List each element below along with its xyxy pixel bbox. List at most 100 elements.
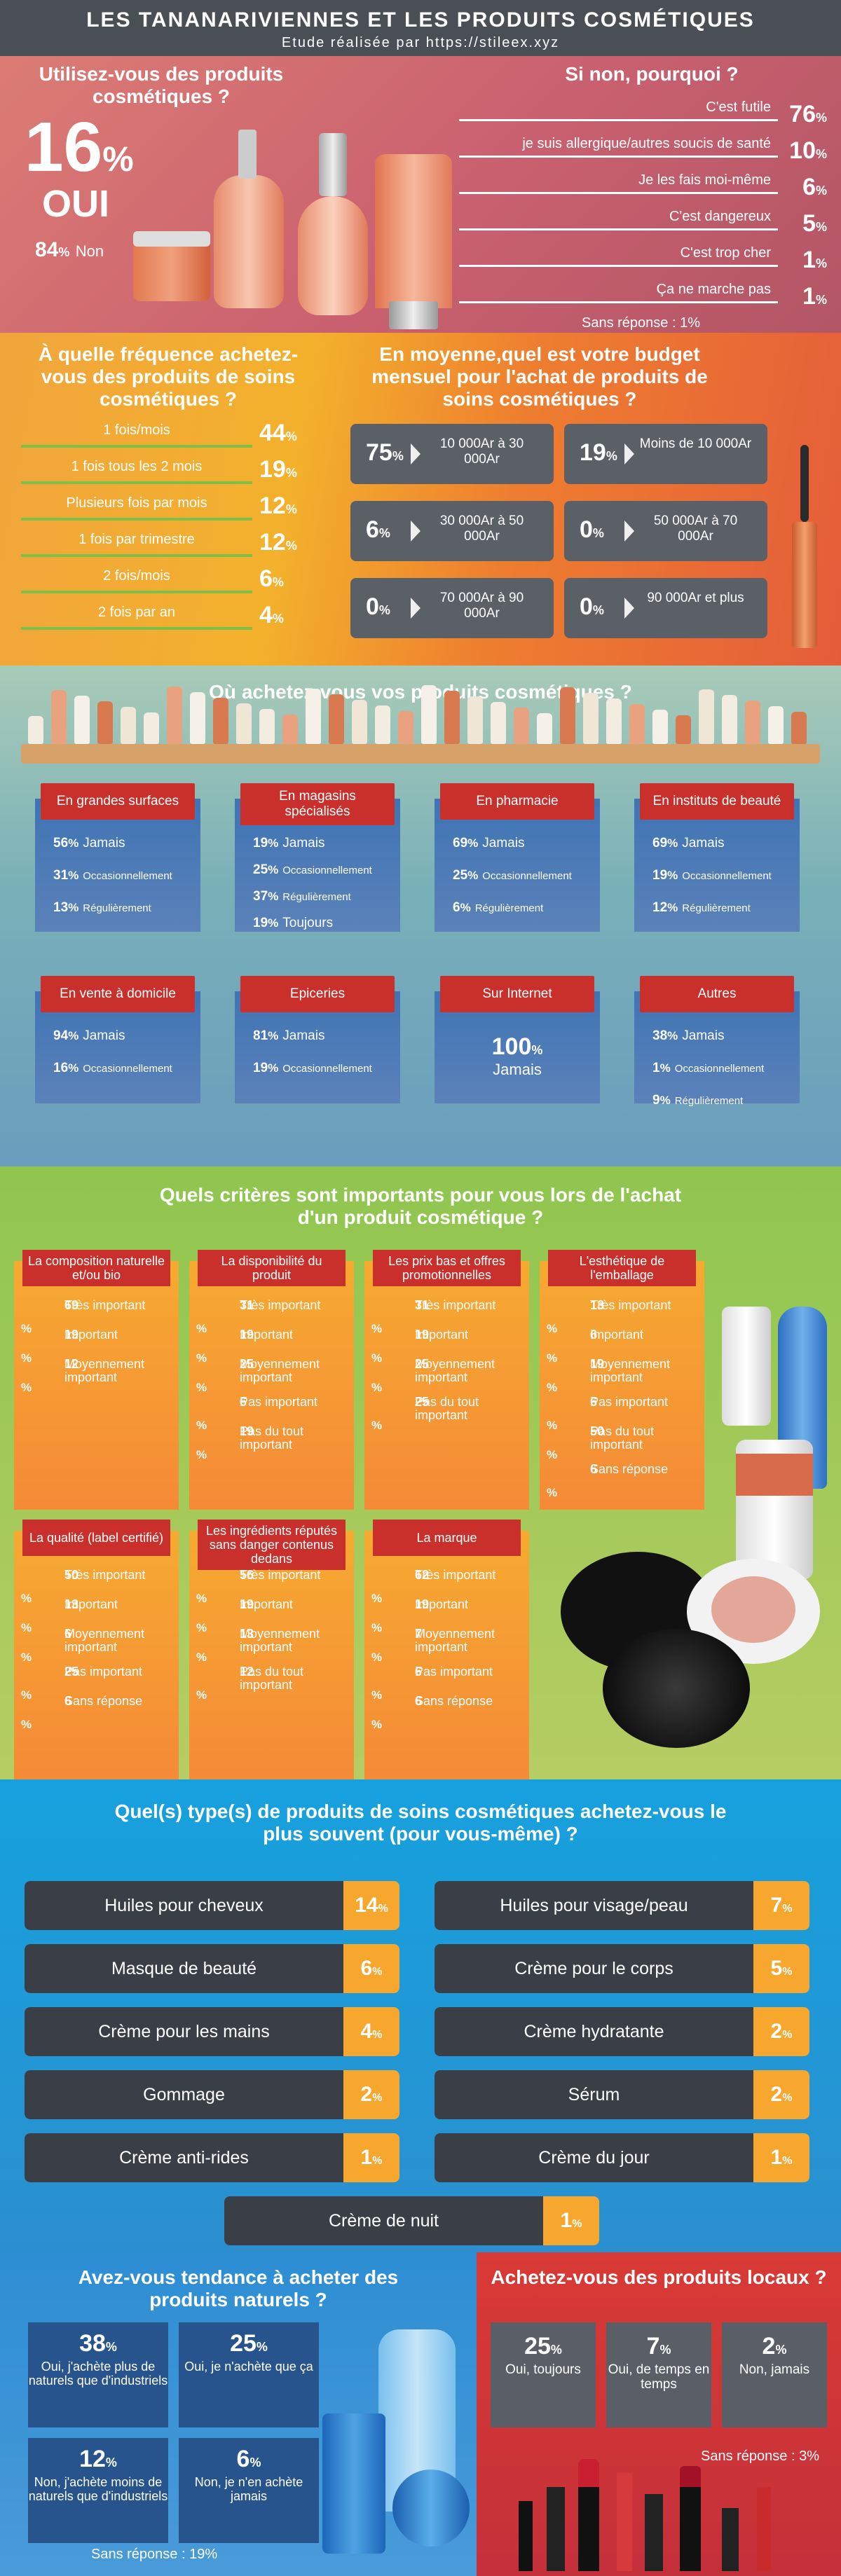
place-name: En pharmacie — [440, 783, 594, 820]
notch-icon — [743, 1896, 753, 1915]
bottle-icon — [375, 705, 390, 744]
place-stat: 19% Toujours — [253, 916, 334, 930]
place-stat: 25% Occasionnellement — [253, 862, 372, 877]
where-section: Où achetez-vous vos produits cosmétiques… — [0, 666, 841, 1166]
natural-no-answer: Sans réponse : 19% — [91, 2547, 218, 2562]
criteria-stat: 6% Sans réponse — [547, 1462, 669, 1500]
frequency-label: 2 fois/mois — [103, 568, 170, 584]
criteria-name: La disponibilité du produit — [198, 1250, 346, 1286]
criteria-stat: 19% Important — [371, 1597, 469, 1635]
mascara-illustration — [785, 445, 827, 648]
criteria-card: Les ingrédients réputés sans danger cont… — [189, 1520, 354, 1779]
makeup-illustration — [547, 1265, 827, 1769]
place-name: Epiceries — [240, 976, 395, 1012]
natural-card: 6% Non, je n'en achète jamais — [179, 2438, 319, 2543]
lipstick-illustration — [519, 2459, 785, 2571]
notch-icon — [743, 2023, 753, 2041]
place-stat: 16% Occasionnellement — [53, 1061, 172, 1075]
bottle-icon — [444, 691, 460, 744]
product-value: 7% — [753, 1881, 809, 1930]
criteria-stat: 25% Pas du tout important — [371, 1395, 479, 1433]
notch-icon — [333, 1959, 343, 1978]
why-not-label: C'est trop cher — [680, 245, 771, 261]
bottle-icon — [236, 703, 252, 744]
bottle-icon — [537, 713, 552, 744]
budget-range: 50 000Ar à 70 000Ar — [653, 514, 738, 544]
place-card: En instituts de beauté 69% Jamais 19% Occasi… — [634, 783, 800, 932]
why-not-line — [459, 228, 778, 230]
why-not-line — [459, 156, 778, 158]
place-card: Sur Internet 100% Jamais — [435, 976, 600, 1103]
bottle-icon — [51, 690, 67, 744]
product-label: Crème de nuit — [224, 2196, 543, 2245]
where-question: Où achetez-vous vos produits cosmétiques… — [209, 681, 632, 703]
bottle-icon — [768, 706, 784, 744]
budget-question: En moyenne,quel est votre budget mensuel… — [371, 343, 708, 410]
product-label: Huiles pour visage/peau — [435, 1881, 753, 1930]
why-not-value: 10% — [789, 137, 827, 164]
why-not-item: Ça ne marche pas 1% — [459, 282, 827, 312]
local-question: Achetez-vous des produits locaux ? — [491, 2266, 827, 2288]
criteria-stat: 19% Important — [21, 1328, 118, 1365]
criteria-stat: 62% Très important — [371, 1568, 496, 1606]
criteria-stat: 56% Très important — [196, 1568, 321, 1606]
place-stat: 81% Jamais — [253, 1028, 325, 1043]
bottle-icon — [421, 685, 437, 744]
budget-card: 75% 10 000Ar à 30 000Ar — [350, 424, 554, 484]
product-bar: Crème anti-rides 1% — [25, 2133, 399, 2182]
notch-icon — [743, 2086, 753, 2104]
criteria-stat: 50% Très important — [21, 1568, 146, 1606]
frequency-line — [21, 627, 252, 630]
why-not-label: Ça ne marche pas — [656, 282, 771, 297]
budget-value: 0% — [580, 516, 604, 543]
criteria-name: La composition naturelle et/ou bio — [22, 1250, 170, 1286]
criteria-question: Quels critères sont importants pour vous… — [159, 1184, 682, 1228]
place-card: Autres 38% Jamais 1% Occasionnellement 9% Régu… — [634, 976, 800, 1108]
bottle-icon — [467, 696, 483, 744]
place-stat: 38% Jamais — [652, 1028, 725, 1043]
yes-percentage: 16% — [25, 108, 134, 186]
bottle-icon — [144, 712, 159, 744]
criteria-name: Les ingrédients réputés sans danger cont… — [198, 1520, 346, 1570]
cosmetics-illustration — [126, 98, 456, 329]
criteria-card: La qualité (label certifié) 50% Très impor… — [14, 1520, 179, 1779]
budget-value: 19% — [580, 439, 617, 466]
criteria-stat: 13% Important — [21, 1597, 118, 1635]
bottle-icon — [629, 704, 645, 744]
bottle-icon — [560, 687, 575, 744]
criteria-stat: 19% Pas du tout important — [196, 1424, 304, 1462]
criteria-stat: 6% Pas important — [196, 1395, 318, 1433]
criteria-stat: 7% Moyennement important — [371, 1627, 495, 1665]
place-card: En pharmacie 69% Jamais 25% Occasionnellemen… — [435, 783, 600, 932]
budget-value: 6% — [366, 516, 390, 543]
header: LES TANANARIVIENNES ET LES PRODUITS COSM… — [0, 0, 841, 56]
frequency-item: 2 fois/mois 6% — [21, 565, 301, 593]
why-not-value: 1% — [802, 247, 827, 273]
why-not-label: Je les fais moi-même — [638, 172, 771, 188]
budget-value: 75% — [366, 439, 404, 466]
notch-icon — [743, 1959, 753, 1978]
usage-question: Utilisez-vous des produits cosmétiques ? — [39, 63, 284, 107]
notch-icon — [533, 2212, 543, 2230]
natural-local-section: Avez-vous tendance à acheter des produit… — [0, 2252, 841, 2576]
frequency-line — [21, 481, 252, 484]
notch-icon — [333, 2086, 343, 2104]
why-not-question: Si non, pourquoi ? — [565, 63, 739, 85]
budget-range: 90 000Ar et plus — [647, 591, 744, 605]
criteria-stat: 6% Sans réponse — [371, 1694, 493, 1732]
local-no-answer: Sans réponse : 3% — [701, 2448, 819, 2464]
product-value: 1% — [543, 2196, 599, 2245]
criteria-stat: 31% Très important — [196, 1298, 321, 1336]
frequency-value: 44% — [259, 420, 297, 446]
product-label: Sérum — [435, 2070, 753, 2119]
notch-icon — [333, 2023, 343, 2041]
criteria-stat: 13% Moyennement important — [196, 1627, 320, 1665]
yes-label: OUI — [42, 183, 110, 225]
page-subtitle: Etude réalisée par https://stileex.xyz — [281, 35, 560, 50]
budget-range: Moins de 10 000Ar — [639, 436, 752, 451]
place-name: En instituts de beauté — [640, 783, 794, 820]
budget-card: 0% 70 000Ar à 90 000Ar — [350, 578, 554, 638]
criteria-stat: 25% Moyennement important — [371, 1357, 495, 1395]
frequency-question: À quelle fréquence achetez-vous des prod… — [38, 343, 299, 410]
criteria-stat: 6% Sans réponse — [21, 1694, 143, 1732]
